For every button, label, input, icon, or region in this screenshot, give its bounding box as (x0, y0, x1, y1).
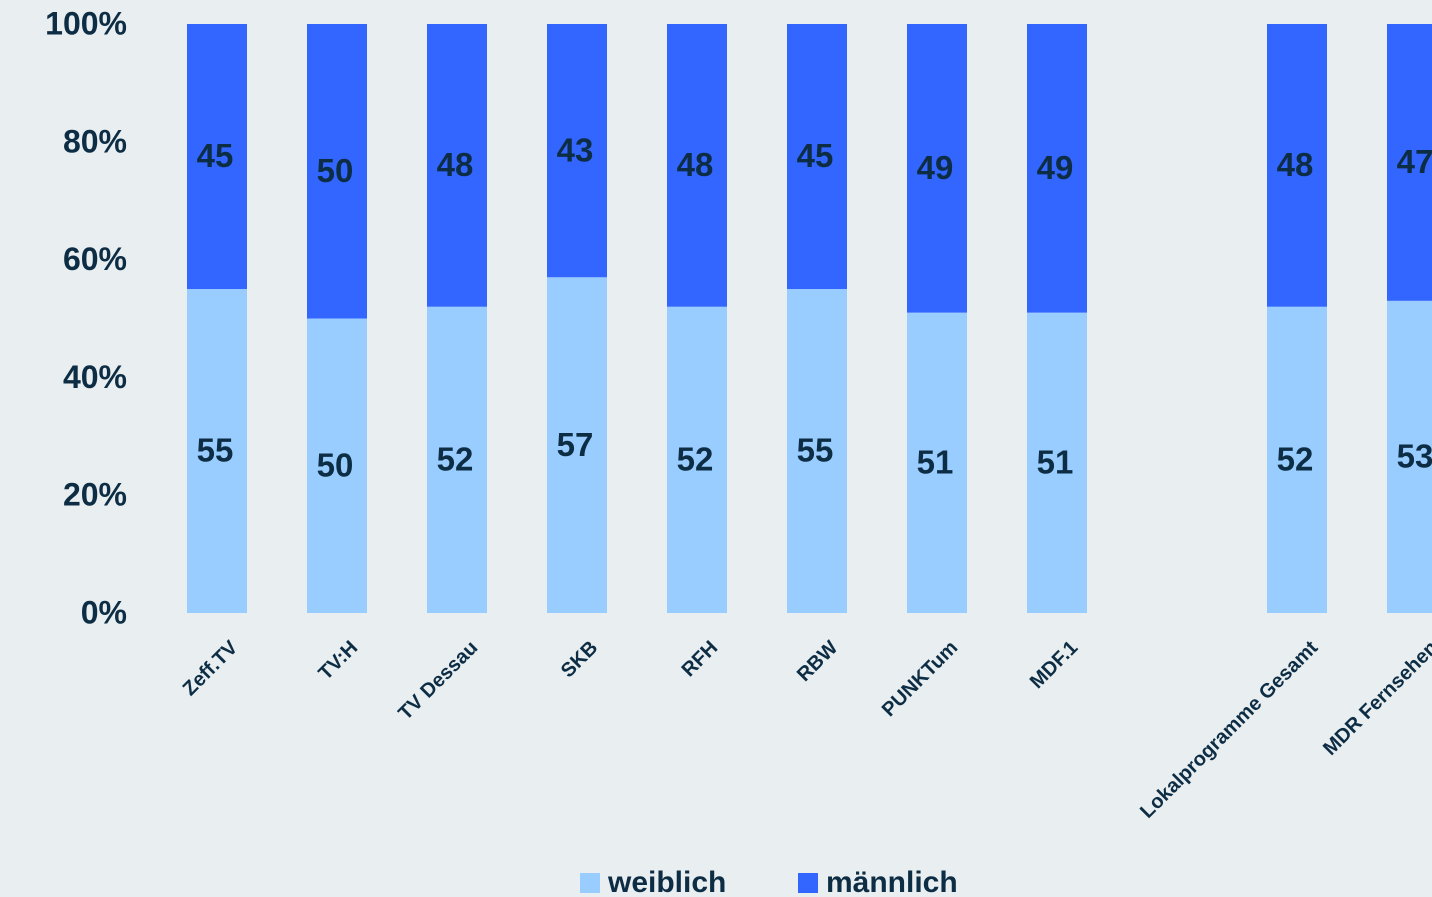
data-label: 50 (317, 446, 354, 483)
data-label: 47 (1397, 143, 1432, 180)
y-tick-label: 80% (63, 123, 127, 159)
bar-segment (1267, 24, 1327, 307)
bar-segment (1387, 24, 1432, 301)
bar-segment (187, 24, 247, 290)
bar-segment (787, 24, 847, 290)
bar-segment (427, 306, 487, 613)
data-label: 49 (917, 149, 954, 186)
y-tick-label: 20% (63, 477, 127, 513)
legend-swatch (798, 873, 818, 893)
bar-segment (1267, 306, 1327, 613)
x-tick-label: Zeff.TV (179, 636, 243, 700)
legend-swatch (580, 873, 600, 893)
bar-segment (1387, 300, 1432, 613)
bar-segment (307, 24, 367, 319)
legend-label: männlich (826, 866, 958, 897)
bar-segment (547, 277, 607, 613)
data-label: 45 (797, 137, 834, 174)
data-label: 43 (557, 131, 594, 168)
bar-segment (187, 289, 247, 613)
bar-segment (907, 24, 967, 313)
bar-segment (1027, 24, 1087, 313)
x-tick-label: RFH (678, 637, 723, 682)
x-tick-label: SKB (557, 637, 602, 682)
bar-segment (1027, 312, 1087, 613)
x-tick-label: PUNKTum (878, 637, 962, 721)
data-label: 57 (557, 426, 594, 463)
bar-segment (907, 312, 967, 613)
bar-segment (667, 306, 727, 613)
x-tick-label: TV Dessau (394, 637, 482, 725)
y-tick-label: 60% (63, 241, 127, 277)
data-label: 50 (317, 152, 354, 189)
data-label: 51 (1037, 444, 1074, 481)
data-label: 49 (1037, 149, 1074, 186)
bar-segment (427, 24, 487, 307)
data-label: 51 (917, 444, 954, 481)
data-label: 48 (677, 146, 714, 183)
data-label: 55 (797, 432, 834, 469)
data-label: 52 (437, 441, 474, 478)
data-label: 52 (677, 441, 714, 478)
x-tick-label: TV:H (314, 637, 362, 685)
x-tick-label: Lokalprogramme Gesamt (1136, 636, 1322, 822)
x-tick-label: MDR Fernsehen (1319, 637, 1432, 760)
data-label: 48 (437, 146, 474, 183)
x-tick-label: MDF.1 (1026, 637, 1082, 693)
y-tick-label: 40% (63, 359, 127, 395)
y-tick-label: 100% (45, 5, 127, 41)
x-tick-label: RBW (793, 637, 842, 686)
data-label: 53 (1397, 438, 1432, 475)
bar-segment (787, 289, 847, 613)
y-tick-label: 0% (81, 594, 127, 630)
bar-segment (307, 318, 367, 613)
data-label: 45 (197, 137, 234, 174)
bar-segment (547, 24, 607, 278)
legend-label: weiblich (607, 866, 726, 897)
data-label: 55 (197, 432, 234, 469)
data-label: 52 (1277, 441, 1314, 478)
data-label: 48 (1277, 146, 1314, 183)
bar-segment (667, 24, 727, 307)
